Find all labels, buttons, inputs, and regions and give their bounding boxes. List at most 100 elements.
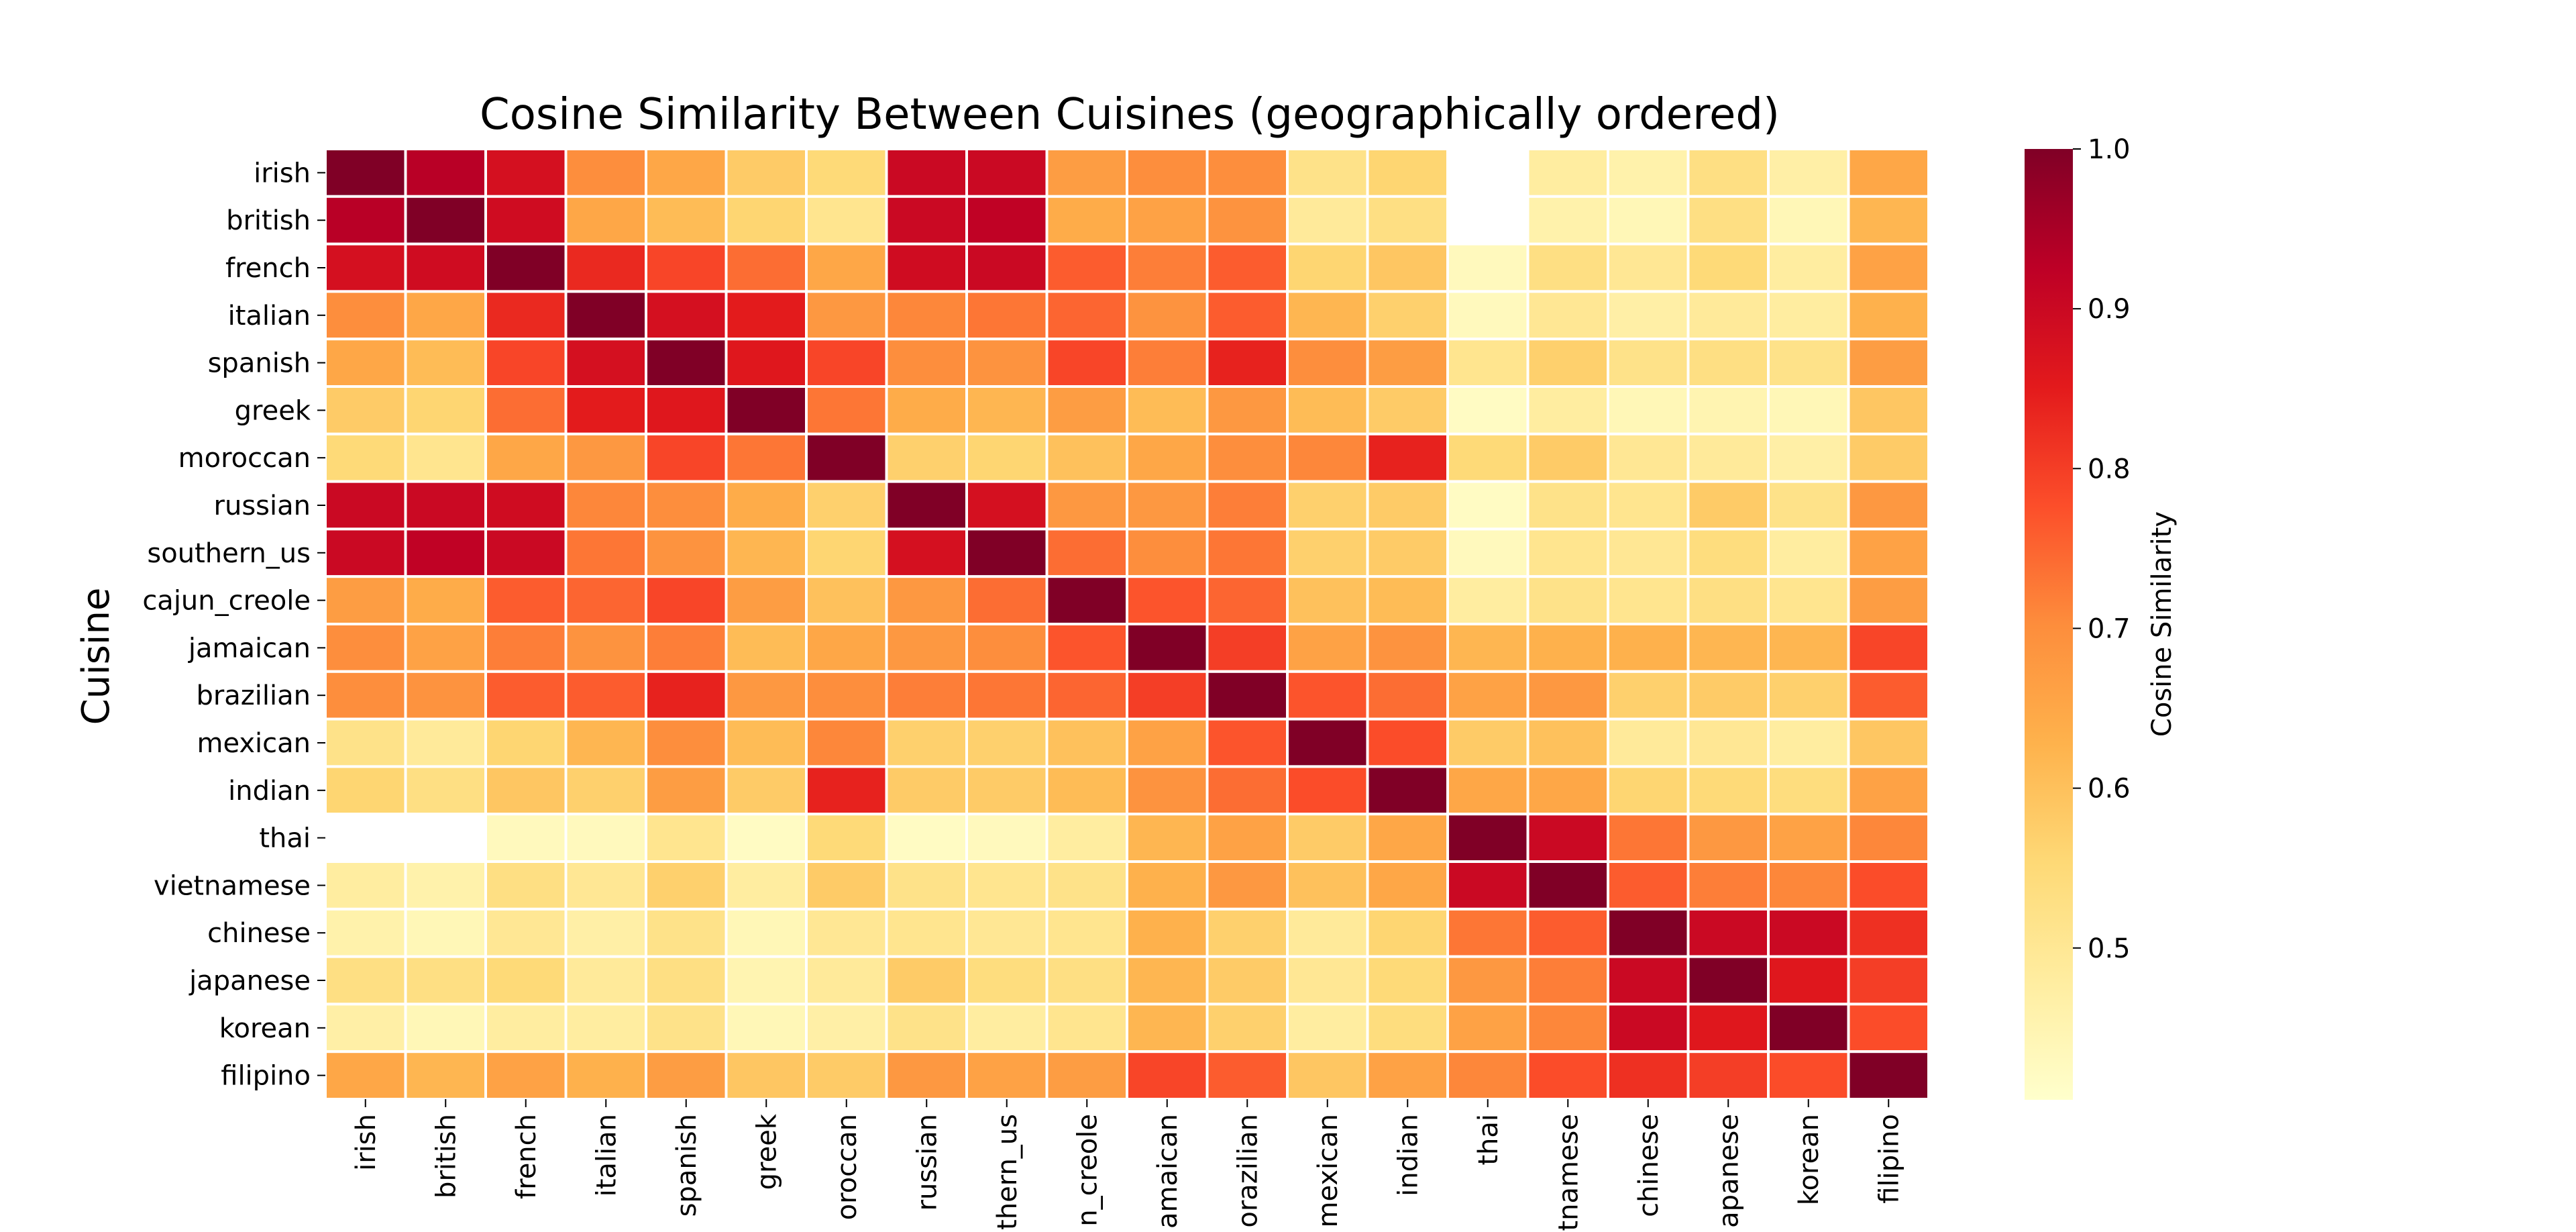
heatmap-cell (1126, 575, 1209, 626)
heatmap-cell (1526, 527, 1609, 578)
heatmap-cell (1847, 480, 1930, 531)
heatmap-cell (324, 623, 407, 673)
colorbar-tick-label: 0.7 (2088, 613, 2131, 644)
heatmap-cell (805, 860, 888, 911)
heatmap-cell (1205, 670, 1289, 721)
heatmap-cell (1607, 1003, 1690, 1054)
heatmap-cell (1446, 1003, 1529, 1054)
y-tick-label: french (225, 253, 311, 284)
heatmap-cell (404, 860, 487, 911)
heatmap-cell (1526, 860, 1609, 911)
heatmap-cell (805, 1050, 888, 1100)
heatmap-cell (404, 480, 487, 531)
heatmap-cell (885, 338, 968, 389)
heatmap-cell (885, 955, 968, 1006)
heatmap-cell (885, 527, 968, 578)
heatmap-cell (885, 813, 968, 863)
heatmap-cell (724, 385, 808, 435)
heatmap-cell (1607, 765, 1690, 816)
heatmap-cell (1045, 670, 1128, 721)
heatmap-cell (645, 907, 728, 958)
x-tick-label: thai (1473, 1114, 1504, 1166)
x-tick-label: filipino (1874, 1114, 1904, 1204)
heatmap-cell (404, 670, 487, 721)
heatmap-cell (1767, 955, 1850, 1006)
heatmap-cell (1126, 527, 1209, 578)
heatmap-cell (1366, 527, 1449, 578)
heatmap-cell (1366, 1003, 1449, 1054)
heatmap-cell (564, 623, 647, 673)
heatmap-cell (1366, 955, 1449, 1006)
y-tick-label: chinese (207, 918, 311, 949)
heatmap-cell (885, 290, 968, 341)
heatmap-cell (1126, 765, 1209, 816)
colorbar-label: Cosine Similarity (2147, 511, 2178, 737)
heatmap-cell (564, 480, 647, 531)
heatmap-cell (1045, 575, 1128, 626)
heatmap-cell (1526, 765, 1609, 816)
heatmap-cell (724, 670, 808, 721)
heatmap-cell (1607, 148, 1690, 198)
heatmap-cell (1767, 813, 1850, 863)
heatmap-cell (1366, 290, 1449, 341)
heatmap-cell (484, 290, 568, 341)
heatmap-cell (1126, 338, 1209, 389)
heatmap-cell (404, 765, 487, 816)
heatmap-cell (1526, 148, 1609, 198)
heatmap-cell (885, 1050, 968, 1100)
heatmap-cell (885, 575, 968, 626)
heatmap-cell (724, 338, 808, 389)
heatmap-cell (805, 290, 888, 341)
heatmap-cell (1045, 195, 1128, 246)
heatmap-cell (484, 242, 568, 293)
heatmap-cell (324, 148, 407, 198)
heatmap-cell (324, 670, 407, 721)
heatmap-cell (1847, 338, 1930, 389)
heatmap-cell (1126, 907, 1209, 958)
heatmap-cell (1045, 338, 1128, 389)
heatmap-cell (885, 1003, 968, 1054)
heatmap-cell (1686, 813, 1770, 863)
heatmap-cell (1686, 480, 1770, 531)
heatmap-cell (805, 385, 888, 435)
heatmap-cell (965, 290, 1049, 341)
heatmap-cell (1767, 670, 1850, 721)
heatmap-cell (1767, 480, 1850, 531)
x-tick-label: spanish (672, 1114, 702, 1217)
heatmap-cell (1607, 813, 1690, 863)
y-tick-label: japanese (189, 966, 311, 996)
heatmap-cell (1366, 670, 1449, 721)
heatmap-cell (1045, 1050, 1128, 1100)
heatmap-cell (1767, 907, 1850, 958)
heatmap-cell (564, 242, 647, 293)
heatmap-cell (1126, 432, 1209, 483)
heatmap-cell (645, 1050, 728, 1100)
heatmap-cell (484, 955, 568, 1006)
heatmap-cell (1526, 670, 1609, 721)
heatmap-cell (1126, 1050, 1209, 1100)
heatmap-cell (645, 385, 728, 435)
heatmap-cell (1686, 338, 1770, 389)
heatmap-cell (404, 385, 487, 435)
heatmap-cell (1686, 623, 1770, 673)
heatmap-cell (965, 955, 1049, 1006)
heatmap-cell (564, 385, 647, 435)
y-tick-label: british (226, 205, 311, 236)
heatmap-cell (1607, 670, 1690, 721)
heatmap-cell (1686, 860, 1770, 911)
heatmap-cell (885, 765, 968, 816)
heatmap-cell (1686, 385, 1770, 435)
heatmap-cell (1847, 385, 1930, 435)
heatmap-cell (1126, 242, 1209, 293)
heatmap-cell (1286, 765, 1369, 816)
heatmap-cell (965, 1050, 1049, 1100)
x-tick-label: russian (912, 1114, 943, 1211)
heatmap-cell (484, 860, 568, 911)
heatmap-cell (564, 527, 647, 578)
heatmap-cell (564, 290, 647, 341)
y-tick-label: irish (254, 158, 311, 189)
x-tick-label: irish (351, 1114, 382, 1171)
heatmap-cell (1607, 575, 1690, 626)
y-tick-label: moroccan (178, 443, 311, 474)
colorbar-tick-label: 0.5 (2088, 933, 2131, 964)
